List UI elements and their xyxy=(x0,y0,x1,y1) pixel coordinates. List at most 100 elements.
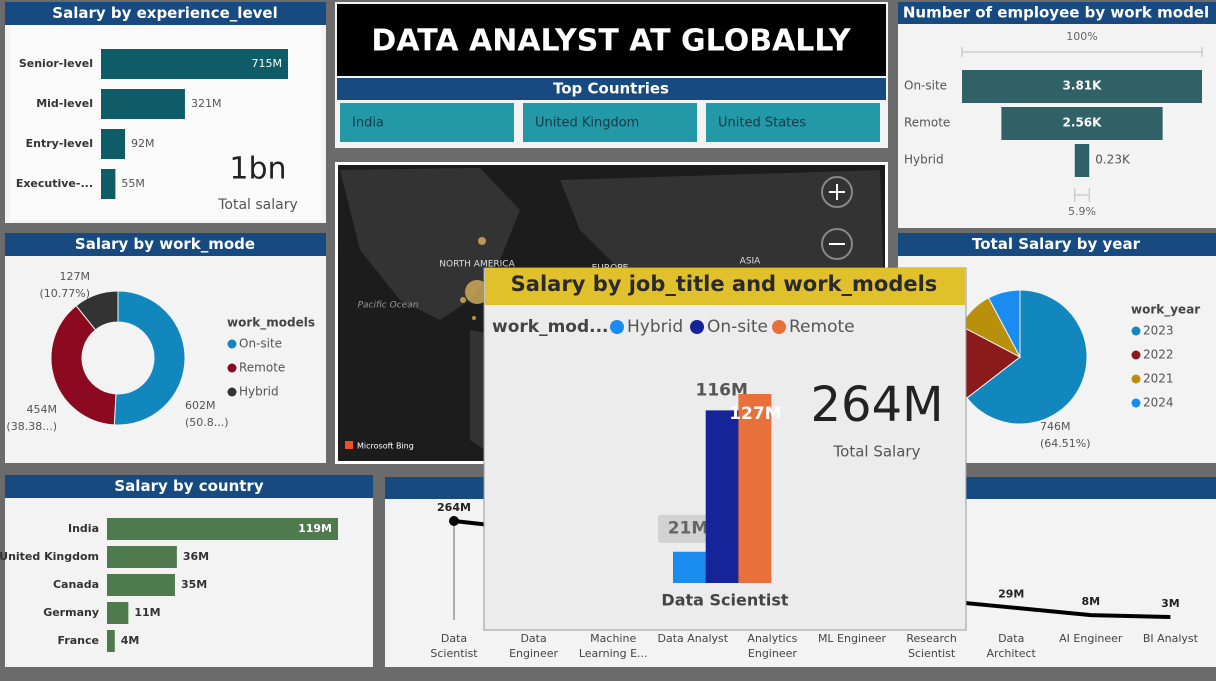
data-label: 119M xyxy=(298,522,332,535)
title-box xyxy=(337,4,886,76)
data-label: 0.23K xyxy=(1095,153,1131,167)
x-tick-label: Data Analyst xyxy=(657,632,728,645)
bar xyxy=(107,518,338,540)
panel-title: Salary by experience_level xyxy=(52,4,277,22)
category-label: Mid-level xyxy=(36,97,93,110)
x-tick-label: ML Engineer xyxy=(818,632,887,645)
percent-label: (64.51%) xyxy=(1040,437,1091,450)
data-label: 321M xyxy=(191,97,222,110)
legend-marker xyxy=(227,339,237,349)
legend-label: 2023 xyxy=(1143,324,1174,338)
funnel-bottom-label: 5.9% xyxy=(1068,205,1096,218)
category-label: Remote xyxy=(904,116,950,130)
slice xyxy=(113,290,186,426)
legend-label: 2024 xyxy=(1143,396,1174,410)
bar xyxy=(101,169,116,199)
category-label: Executive-... xyxy=(16,177,93,190)
data-label: 3.81K xyxy=(1063,79,1103,93)
data-label: 11M xyxy=(134,606,160,619)
data-label: 29M xyxy=(998,587,1024,600)
slice xyxy=(75,290,119,331)
legend-title: work_mod... xyxy=(492,317,609,337)
panel-title: Salary by work_mode xyxy=(75,235,255,253)
bar xyxy=(101,129,126,159)
point xyxy=(449,516,459,526)
panel-title: Salary by country xyxy=(114,477,263,495)
x-tick-label: Data Scientist xyxy=(430,632,478,660)
map-bubble xyxy=(472,316,476,320)
card-value: 264M xyxy=(810,377,943,433)
x-tick-label: Data Architect xyxy=(987,632,1037,660)
legend-label: On-site xyxy=(239,337,282,351)
slicer-item: United States xyxy=(718,116,806,131)
legend-label: Remote xyxy=(789,317,855,337)
data-label: 3M xyxy=(1161,597,1180,610)
category-label: Entry-level xyxy=(26,137,93,150)
bar xyxy=(738,394,772,583)
slicer-button[interactable] xyxy=(706,103,880,142)
category-label: Canada xyxy=(53,578,99,591)
data-label: 715M xyxy=(252,57,283,70)
x-tick-label: Data Scientist xyxy=(661,591,788,610)
map-attribution: Microsoft Bing xyxy=(357,442,414,451)
funnel-top-label: 100% xyxy=(1066,30,1097,43)
category-label: United Kingdom xyxy=(0,550,99,563)
dashboard-title: DATA ANALYST AT GLOBALLY xyxy=(371,24,851,59)
funnel-bracket xyxy=(1074,188,1090,202)
panel-title: Number of employee by work model xyxy=(903,4,1209,22)
tooltip-title: Salary by job_title and work_models xyxy=(511,272,938,296)
slicer-title-bar xyxy=(337,78,886,100)
data-label: 55M xyxy=(121,177,145,190)
x-tick-label: Data Engineer xyxy=(509,632,558,660)
data-label: 2.56K xyxy=(1063,116,1103,130)
legend-marker xyxy=(1131,326,1141,336)
data-label: 35M xyxy=(181,578,207,591)
data-label-bg xyxy=(658,514,708,543)
map-label: NORTH AMERICA xyxy=(439,260,515,270)
slice xyxy=(966,289,1088,425)
legend-label: On-site xyxy=(707,317,768,337)
x-tick-label: Machine Learning E... xyxy=(579,632,648,660)
slice xyxy=(50,304,117,426)
bar xyxy=(101,49,288,79)
map-label: Pacific Ocean xyxy=(358,301,419,311)
data-label: 127M xyxy=(60,270,91,283)
slicer-item: United Kingdom xyxy=(535,116,639,131)
slicer-title: Top Countries xyxy=(553,80,669,98)
card-value: 1bn xyxy=(229,152,286,187)
zoom-icon xyxy=(829,184,845,200)
data-label: 8M xyxy=(1081,595,1100,608)
category-label: France xyxy=(58,634,99,647)
slicer-button[interactable] xyxy=(340,103,514,142)
map-bubble xyxy=(460,297,466,303)
slicer-button[interactable] xyxy=(523,103,697,142)
panel-title-bar xyxy=(898,233,1216,256)
bar xyxy=(107,602,129,624)
tooltip-title-bar xyxy=(485,268,965,305)
panel-title-bar xyxy=(898,2,1216,24)
panel-title: Total Salary by year xyxy=(972,235,1141,253)
data-label: 746M xyxy=(1040,420,1071,433)
legend-marker xyxy=(227,363,237,373)
percent-label: (38.38...) xyxy=(6,420,57,433)
legend-label: Hybrid xyxy=(239,385,279,399)
data-label: 454M xyxy=(27,403,58,416)
data-label: 36M xyxy=(183,550,209,563)
panel-title-bar xyxy=(5,233,326,256)
map-label: ASIA xyxy=(740,257,762,267)
bing-logo xyxy=(345,441,353,449)
percent-label: (10.77%) xyxy=(39,287,90,300)
legend-label: 2021 xyxy=(1143,372,1174,386)
slice xyxy=(987,289,1021,358)
data-label: 127M xyxy=(729,404,781,424)
bar xyxy=(705,410,739,583)
bar xyxy=(107,574,175,596)
data-label: 92M xyxy=(131,137,155,150)
legend-label: 2022 xyxy=(1143,348,1174,362)
category-label: India xyxy=(68,522,99,535)
x-tick-label: Analytics Engineer xyxy=(747,632,797,660)
map-bubble xyxy=(478,237,486,245)
legend-marker xyxy=(1131,374,1141,384)
legend-marker xyxy=(610,320,624,334)
